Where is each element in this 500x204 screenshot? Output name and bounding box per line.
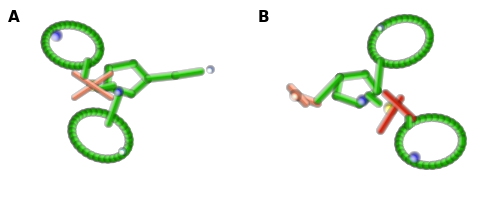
- Text: A: A: [8, 10, 20, 25]
- Text: B: B: [258, 10, 270, 25]
